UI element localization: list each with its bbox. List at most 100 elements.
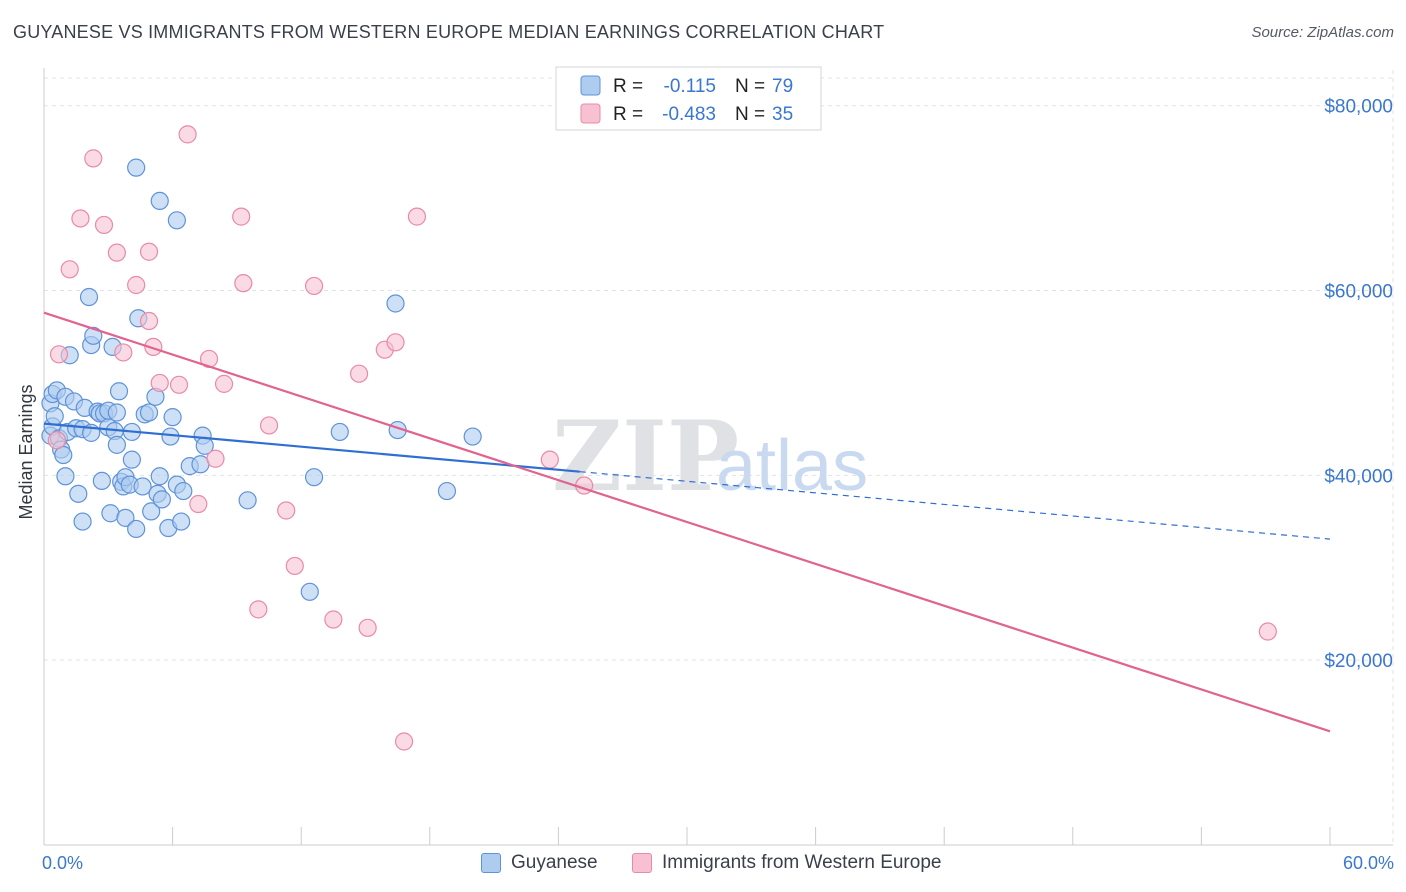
point-guyanese — [150, 191, 169, 211]
point-guyanese — [79, 287, 99, 307]
point-guyanese — [163, 408, 182, 427]
point-western-europe — [60, 260, 79, 279]
point-western-europe — [407, 207, 427, 226]
point-western-europe — [107, 243, 126, 262]
watermark-zip: ZIP — [552, 400, 739, 513]
legend-n-value-guyanese: 79 — [772, 76, 793, 97]
y-tick-label: $60,000 — [1324, 282, 1393, 303]
point-guyanese — [122, 450, 141, 469]
point-western-europe — [540, 450, 559, 469]
point-western-europe — [84, 149, 103, 168]
point-western-europe — [47, 431, 66, 450]
point-guyanese — [437, 481, 457, 501]
point-guyanese — [127, 158, 146, 177]
y-axis-label: Median Earnings — [16, 384, 36, 519]
point-western-europe — [94, 215, 114, 235]
point-guyanese — [172, 512, 191, 531]
point-western-europe — [259, 416, 279, 435]
legend-swatch-western-europe — [580, 103, 601, 124]
x-tick-label-max: 60.0% — [1343, 853, 1394, 873]
legend-label-guyanese: Guyanese — [511, 852, 598, 873]
point-western-europe — [71, 209, 90, 228]
axes — [43, 68, 1393, 846]
point-guyanese — [463, 427, 482, 446]
y-tick-label: $40,000 — [1324, 466, 1393, 487]
point-western-europe — [178, 125, 197, 144]
point-western-europe — [386, 333, 405, 352]
legend-swatch — [481, 853, 501, 873]
point-guyanese — [386, 294, 405, 313]
point-guyanese — [109, 382, 129, 401]
point-guyanese — [139, 403, 159, 422]
stats-legend: R = -0.115 N = 79 R = -0.483 N = 35 — [555, 66, 822, 131]
data-points — [41, 125, 1277, 751]
point-guyanese — [330, 422, 349, 442]
legend-r-label-western-europe: R = — [613, 104, 643, 125]
trend-line-western-europe — [43, 311, 1331, 733]
y-tick-labels: $20,000 $40,000 $60,000 $80,000 — [1324, 97, 1393, 672]
point-western-europe — [150, 373, 169, 393]
source-credit: Source: ZipAtlas.com — [1251, 24, 1394, 41]
point-western-europe — [127, 275, 146, 295]
point-western-europe — [214, 374, 234, 393]
series-legend: Guyanese Immigrants from Western Europe — [0, 852, 1406, 878]
point-western-europe — [358, 618, 377, 637]
point-guyanese — [84, 326, 103, 345]
point-western-europe — [169, 375, 189, 394]
point-western-europe — [349, 364, 369, 383]
point-guyanese — [45, 407, 64, 426]
legend-swatch-guyanese — [580, 75, 601, 96]
y-tick-label: $80,000 — [1324, 97, 1393, 118]
point-guyanese — [133, 477, 152, 496]
point-guyanese — [304, 468, 324, 487]
point-guyanese — [142, 502, 161, 521]
legend-item-western-europe: Immigrants from Western Europe — [632, 852, 941, 874]
point-western-europe — [49, 345, 69, 364]
point-guyanese — [116, 508, 135, 527]
point-western-europe — [285, 556, 304, 576]
point-guyanese — [56, 467, 75, 486]
legend-n-label-guyanese: N = — [735, 76, 765, 97]
watermark-atlas: atlas — [716, 426, 868, 506]
point-guyanese — [107, 403, 126, 422]
legend-n-value-western-europe: 35 — [772, 104, 793, 125]
trend-lines — [43, 311, 1331, 733]
legend-swatch — [632, 853, 652, 873]
point-guyanese — [300, 582, 319, 601]
point-guyanese — [69, 484, 88, 503]
zipatlas-watermark: ZIP atlas — [552, 400, 868, 513]
point-western-europe — [394, 732, 414, 751]
point-western-europe — [139, 242, 159, 261]
point-guyanese — [150, 467, 169, 486]
y-tick-label: $20,000 — [1324, 651, 1393, 672]
x-tick-labels: 0.0% 60.0% — [42, 853, 1394, 873]
chart-title: GUYANESE VS IMMIGRANTS FROM WESTERN EURO… — [13, 22, 885, 42]
point-western-europe — [249, 600, 268, 619]
point-western-europe — [277, 501, 296, 520]
point-western-europe — [144, 337, 163, 357]
point-western-europe — [232, 207, 251, 226]
point-guyanese — [73, 512, 92, 531]
point-western-europe — [234, 274, 253, 293]
legend-item-guyanese: Guyanese — [481, 852, 598, 874]
point-western-europe — [1258, 622, 1277, 641]
legend-n-label-western-europe: N = — [735, 104, 765, 125]
legend-r-value-guyanese: -0.115 — [664, 76, 716, 97]
point-guyanese — [101, 504, 120, 523]
point-guyanese — [152, 490, 171, 509]
point-guyanese — [92, 471, 111, 491]
trend-line-guyanese-extrapolated — [579, 471, 1331, 540]
legend-r-label-guyanese: R = — [613, 76, 643, 97]
point-guyanese — [174, 481, 193, 501]
point-guyanese — [127, 519, 146, 539]
point-western-europe — [206, 449, 225, 468]
x-tick-label-min: 0.0% — [42, 853, 83, 873]
trend-line-guyanese — [43, 422, 580, 473]
legend-label-western-europe: Immigrants from Western Europe — [662, 852, 942, 873]
point-guyanese — [167, 211, 186, 230]
point-western-europe — [114, 343, 133, 362]
point-western-europe — [304, 276, 324, 296]
point-western-europe — [139, 311, 159, 331]
point-guyanese — [238, 491, 257, 510]
